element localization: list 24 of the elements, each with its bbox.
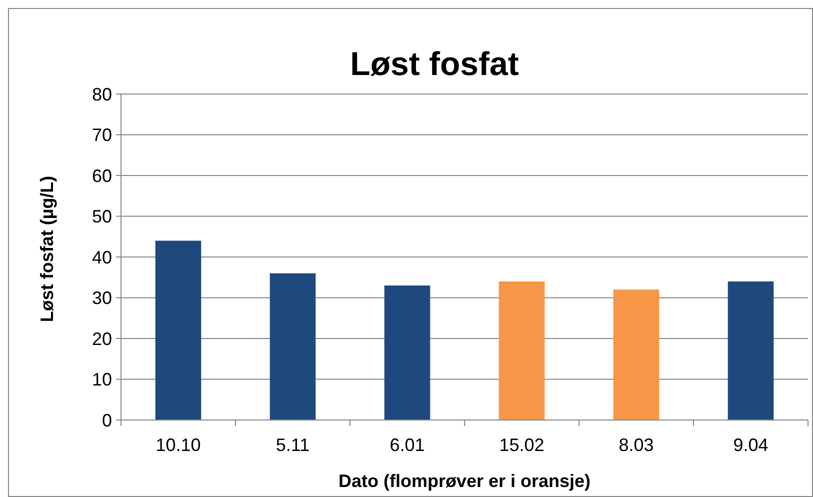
bar [155, 240, 202, 420]
y-tick-label: 60 [92, 166, 112, 186]
bar [270, 273, 316, 420]
x-tick-label: 6.01 [390, 435, 425, 455]
y-tick-label: 50 [92, 206, 112, 227]
bar [384, 286, 430, 420]
y-axis-title: Løst fosfat (µg/L) [37, 176, 57, 322]
x-tick-label: 15.02 [499, 435, 544, 455]
x-axis-title: Dato (flomprøver er i oransje) [338, 471, 591, 491]
y-tick-label: 10 [92, 370, 112, 390]
y-tick-label: 80 [92, 84, 112, 104]
y-tick-label: 40 [92, 247, 112, 268]
x-tick-label: 10.10 [156, 435, 201, 455]
x-tick-label: 8.03 [618, 435, 654, 455]
y-tick-label: 0 [102, 410, 112, 430]
bar [498, 281, 545, 420]
bar [613, 290, 660, 420]
chart-title: Løst fosfat [350, 45, 519, 82]
x-tick-label: 9.04 [733, 435, 768, 455]
y-tick-label: 20 [92, 328, 112, 349]
y-tick-label: 70 [92, 125, 112, 146]
bar [728, 281, 774, 420]
x-tick-label: 5.11 [276, 435, 310, 455]
y-tick-label: 30 [92, 288, 112, 308]
